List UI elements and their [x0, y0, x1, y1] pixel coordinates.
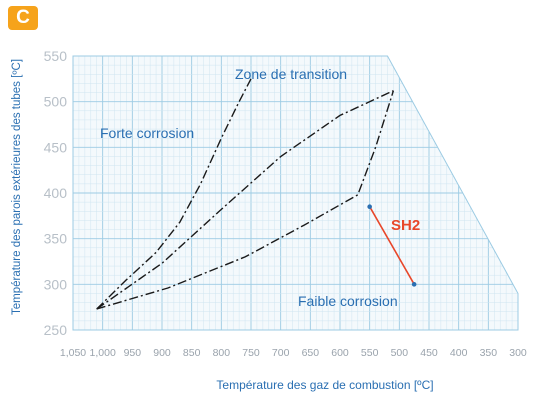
boundary-curve-1 [96, 78, 252, 310]
label-forte-corrosion: Forte corrosion [100, 125, 194, 141]
x-tick-label: 650 [302, 347, 320, 359]
y-axis-title: Température des parois extérieures des t… [11, 58, 23, 316]
x-tick-label: 400 [450, 347, 468, 359]
y-tick-label: 350 [44, 231, 68, 247]
x-tick-label: 1,050 [60, 347, 86, 359]
boundary-curve-3 [96, 90, 395, 310]
sh2-endpoint-marker [367, 204, 372, 209]
x-axis-title: Température des gaz de combustion [ºC] [216, 378, 434, 392]
y-tick-label: 300 [44, 276, 68, 292]
x-tick-label: 800 [213, 347, 231, 359]
x-tick-label: 750 [242, 347, 260, 359]
sh2-label: SH2 [391, 217, 420, 234]
x-tick-label: 1,000 [90, 347, 116, 359]
plot-area-border [72, 55, 519, 331]
sh2-endpoint-marker [411, 282, 417, 287]
boundary-curve-2 [96, 90, 394, 310]
y-tick-label: 400 [44, 185, 68, 201]
label-faible-corrosion: Faible corrosion [298, 293, 398, 309]
figure-panel-badge: C [8, 6, 38, 30]
x-tick-label: 450 [420, 347, 438, 359]
y-tick-label: 500 [44, 94, 68, 110]
x-tick-label: 600 [331, 347, 349, 359]
x-tick-label: 350 [480, 347, 498, 359]
x-tick-label: 700 [272, 347, 290, 359]
x-tick-label: 300 [509, 347, 527, 359]
x-tick-label: 500 [391, 347, 409, 359]
x-tick-label: 900 [153, 347, 171, 359]
x-tick-label: 550 [361, 347, 379, 359]
y-tick-label: 450 [44, 139, 68, 155]
x-tick-label: 850 [183, 347, 201, 359]
label-zone-de-transition: Zone de transition [235, 66, 347, 82]
series-line-sh2 [369, 206, 415, 285]
y-tick-label: 250 [44, 322, 68, 338]
y-tick-label: 550 [44, 48, 68, 64]
x-tick-label: 950 [124, 347, 142, 359]
